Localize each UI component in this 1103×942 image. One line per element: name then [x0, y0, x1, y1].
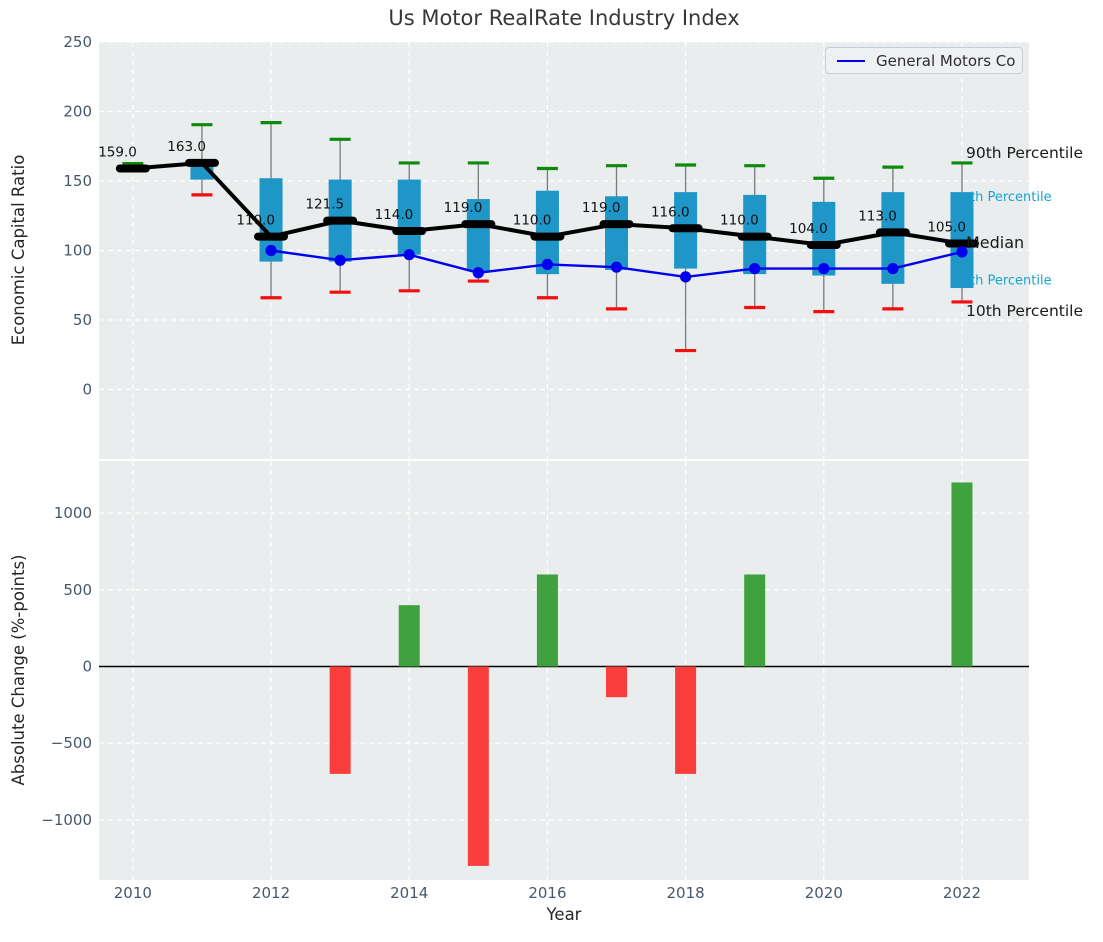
company-marker [335, 255, 346, 266]
company-marker [680, 271, 691, 282]
legend-label: General Motors Co [876, 52, 1015, 70]
median-annotation: 119.0 [444, 200, 483, 216]
median-annotation: 159.0 [98, 144, 137, 160]
median-annotation: 163.0 [167, 139, 206, 155]
median-annotation: 104.0 [789, 221, 828, 237]
top-y-tick-label: 100 [63, 242, 92, 260]
median-annotation: 116.0 [651, 204, 690, 220]
change-bar [330, 667, 351, 774]
change-bar [468, 667, 489, 866]
median-dash [116, 164, 150, 172]
company-marker [404, 249, 415, 260]
median-dash [185, 159, 219, 167]
x-tick-label: 2012 [252, 884, 290, 902]
x-tick-label: 2014 [390, 884, 428, 902]
top-y-tick-label: 50 [73, 311, 92, 329]
x-tick-label: 2010 [114, 884, 152, 902]
change-bar [951, 482, 972, 666]
company-marker [956, 246, 967, 257]
x-tick-label: 2016 [528, 884, 566, 902]
median-dash [876, 228, 910, 236]
company-marker [265, 245, 276, 256]
bottom-y-tick-label: −500 [51, 734, 92, 752]
figure: 90th Percentile th Percentile Median th Per… [0, 0, 1103, 942]
x-tick-label: 2020 [805, 884, 843, 902]
median-dash [323, 217, 357, 225]
top-y-tick-label: 0 [82, 381, 92, 399]
bottom-y-tick-label: −1000 [41, 811, 92, 829]
legend-line-sample [837, 60, 865, 62]
percentile-label: th Percentile [970, 190, 1052, 205]
median-annotation: 119.0 [582, 200, 621, 216]
legend: General Motors Co [825, 47, 1023, 74]
median-dash [807, 241, 841, 249]
company-marker [611, 262, 622, 273]
change-bar [537, 574, 558, 666]
x-axis-label: Year [464, 905, 664, 924]
bottom-plot-area [99, 461, 1029, 880]
top-y-tick-label: 150 [63, 172, 92, 190]
median-dash [461, 220, 495, 228]
top-y-tick-label: 250 [63, 33, 92, 51]
company-marker [887, 263, 898, 274]
bottom-y-tick-label: 0 [82, 658, 92, 676]
company-marker [818, 263, 829, 274]
median-annotation: 110.0 [720, 213, 759, 229]
median-dash [530, 233, 564, 241]
chart-title: Us Motor RealRate Industry Index [99, 6, 1029, 30]
percentile-label: Median [966, 233, 1024, 252]
company-marker [473, 267, 484, 278]
company-marker [542, 259, 553, 270]
median-annotation: 114.0 [375, 207, 414, 223]
median-annotation: 110.0 [236, 213, 275, 229]
company-marker [749, 263, 760, 274]
x-tick-label: 2022 [943, 884, 981, 902]
change-bar [606, 667, 627, 698]
median-annotation: 113.0 [858, 208, 897, 224]
bottom-y-tick-label: 500 [63, 581, 92, 599]
median-annotation: 121.5 [305, 197, 344, 213]
top-y-tick-label: 200 [63, 103, 92, 121]
percentile-label: th Percentile [970, 273, 1052, 288]
top-y-axis-label: Economic Capital Ratio [9, 40, 31, 460]
change-bar [744, 574, 765, 666]
median-annotation: 105.0 [927, 220, 966, 236]
percentile-label: 90th Percentile [966, 144, 1083, 162]
percentile-label: 10th Percentile [966, 302, 1083, 320]
median-dash [392, 227, 426, 235]
chart-canvas: 90th Percentile th Percentile Median th Per… [0, 0, 1103, 942]
median-dash [600, 220, 634, 228]
change-bar [675, 667, 696, 774]
median-annotation: 110.0 [513, 213, 552, 229]
bottom-y-tick-label: 1000 [54, 504, 92, 522]
median-dash [254, 233, 288, 241]
x-tick-label: 2018 [667, 884, 705, 902]
change-bar [399, 605, 420, 666]
bottom-y-axis-label: Absolute Change (%-points) [9, 460, 31, 880]
median-dash [669, 224, 703, 232]
median-dash [738, 233, 772, 241]
